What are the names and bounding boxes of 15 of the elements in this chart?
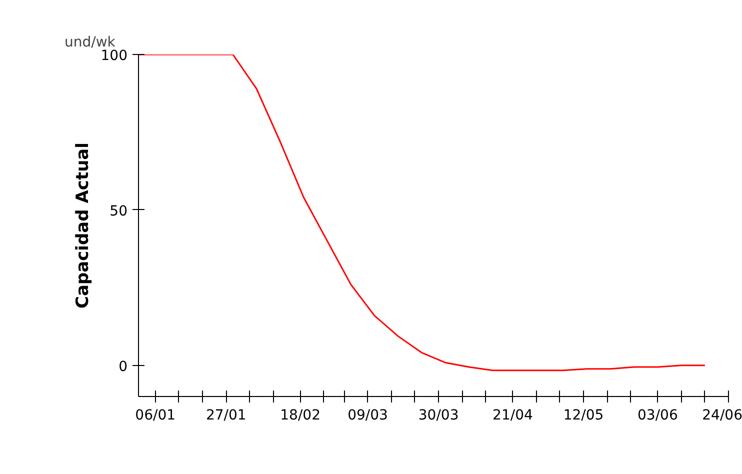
text: und/wk: [64, 34, 116, 50]
y-tick-label: 0: [118, 358, 128, 375]
x-tick-label: 27/01: [206, 408, 246, 424]
y-axis-title: Capacidad Actual: [72, 142, 93, 308]
x-tick-label: 18/02: [280, 408, 321, 424]
x-tick-label: 09/03: [348, 408, 388, 424]
x-tick-label: 06/01: [135, 408, 176, 424]
x-tick-label: 24/06: [702, 408, 742, 424]
x-tick-label: 21/04: [492, 408, 533, 424]
x-tick-label: 12/05: [563, 408, 604, 424]
line-series: [138, 54, 706, 372]
x-tick-label: 30/03: [418, 408, 459, 424]
y-tick-label: 50: [110, 203, 128, 220]
x-tick-label: 03/06: [638, 408, 678, 424]
y-tick-label: 100: [100, 48, 128, 64]
